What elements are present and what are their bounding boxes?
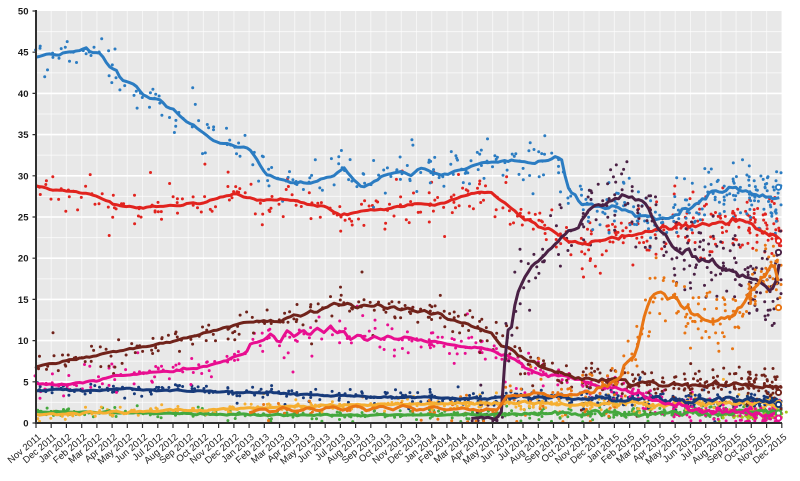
svg-text:15: 15 <box>18 295 29 306</box>
svg-text:40: 40 <box>18 89 29 100</box>
svg-text:35: 35 <box>18 130 29 141</box>
svg-text:5: 5 <box>23 377 29 388</box>
svg-text:0: 0 <box>23 419 28 430</box>
svg-text:45: 45 <box>18 48 29 59</box>
svg-text:10: 10 <box>18 336 29 347</box>
svg-text:50: 50 <box>18 7 29 18</box>
svg-text:25: 25 <box>18 213 29 224</box>
svg-text:20: 20 <box>18 254 29 265</box>
svg-text:30: 30 <box>18 171 29 182</box>
